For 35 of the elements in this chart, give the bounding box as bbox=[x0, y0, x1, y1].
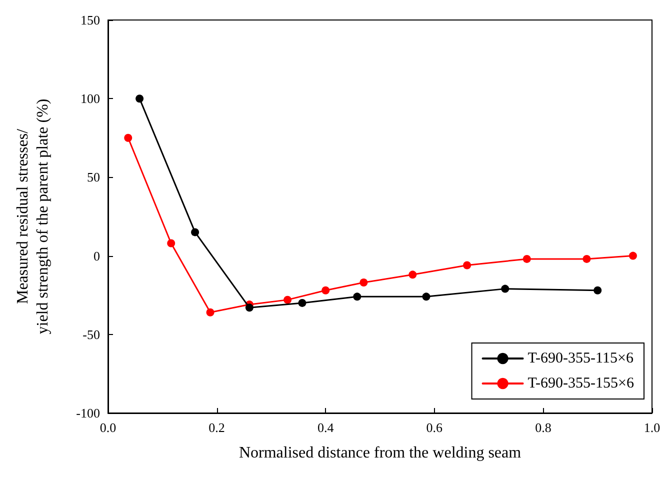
x-tick-label: 0.8 bbox=[535, 420, 552, 435]
point bbox=[628, 252, 637, 260]
point bbox=[594, 286, 602, 294]
point bbox=[582, 254, 591, 263]
y-tick-label: -50 bbox=[82, 326, 100, 342]
point bbox=[206, 308, 214, 316]
point bbox=[322, 286, 330, 294]
y-tick-label: -100 bbox=[76, 406, 100, 420]
legend-label: T-690-355-115×6 bbox=[528, 350, 634, 366]
point bbox=[284, 296, 292, 304]
point bbox=[353, 292, 362, 301]
legend-label: T-690-355-155×6 bbox=[528, 376, 634, 392]
point bbox=[245, 304, 254, 312]
point bbox=[408, 270, 417, 279]
x-tick-label: 1.0 bbox=[644, 420, 660, 435]
x-tick-label: 0.4 bbox=[317, 420, 334, 435]
point bbox=[501, 284, 510, 293]
point bbox=[360, 278, 368, 287]
point bbox=[136, 94, 144, 103]
y-axis-title: Measured residual stresses/ yield strength of the parent plate (%) bbox=[14, 98, 52, 334]
point bbox=[422, 292, 430, 301]
point bbox=[463, 261, 472, 270]
point bbox=[167, 239, 176, 248]
y-tick-label: 150 bbox=[80, 12, 100, 28]
point bbox=[124, 134, 132, 142]
x-tick-label: 0.6 bbox=[426, 420, 444, 435]
y-tick-label: 0 bbox=[94, 248, 100, 264]
point bbox=[522, 254, 531, 263]
point bbox=[298, 298, 306, 307]
x-tick-label: 0.2 bbox=[208, 420, 225, 435]
point bbox=[191, 228, 200, 236]
x-axis-title: Normalised distance from the welding seam bbox=[238, 444, 522, 462]
y-tick-label: 100 bbox=[80, 91, 100, 106]
y-tick-label: 50 bbox=[87, 170, 100, 185]
x-tick-label: 0.0 bbox=[100, 420, 116, 435]
